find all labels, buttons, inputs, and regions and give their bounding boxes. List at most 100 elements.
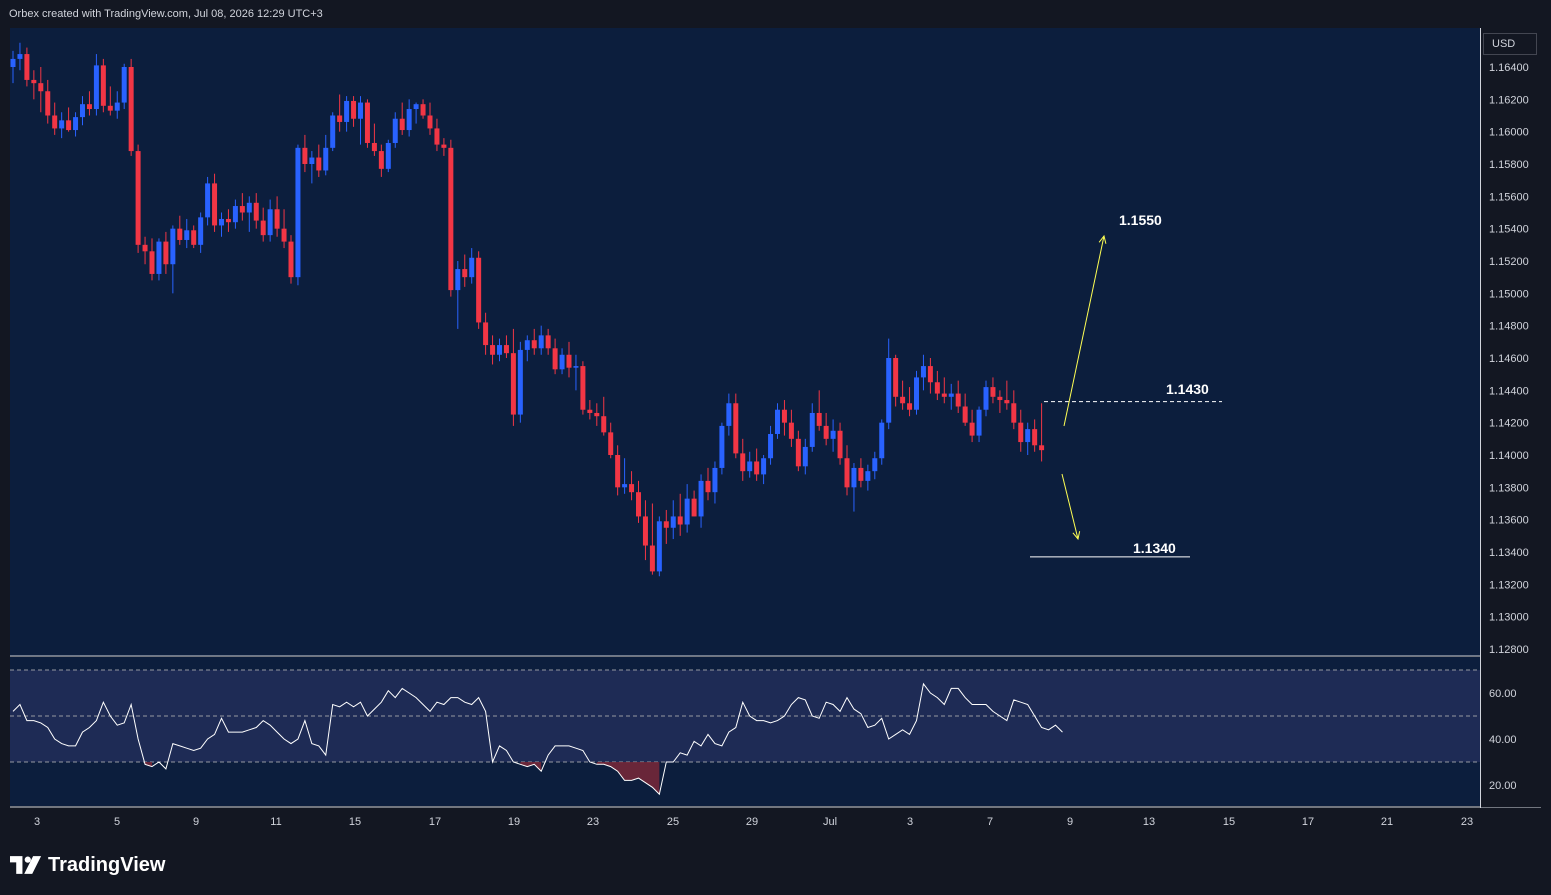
time-axis[interactable] [10, 808, 1541, 835]
currency-label[interactable]: USD [1483, 33, 1537, 55]
price-axis-labels: 1.16400 1.16200 1.16000 1.15800 1.15600 1.154… [1489, 62, 1529, 656]
candle-up [809, 412, 815, 447]
candle-up [59, 120, 65, 129]
candle-down [52, 115, 58, 129]
rsi-oversold-area [596, 762, 660, 795]
rsi-tick-label: 40.00 [1489, 734, 1517, 746]
candle-up [726, 403, 732, 426]
candle-up [392, 118, 398, 143]
price-axis[interactable] [1481, 28, 1541, 807]
time-axis-labels: 3 5 9 11 15 17 19 23 25 29 Jul 3 7 9 13 15 17 21 23 [34, 816, 1473, 828]
time-tick-label: 23 [587, 816, 599, 828]
candle-down [462, 269, 468, 278]
candle-up [469, 257, 475, 278]
candle-down [420, 104, 426, 116]
resistance-label: 1.1430 [1166, 381, 1209, 397]
candle-up [246, 202, 252, 213]
candle-down [378, 151, 384, 169]
candle-up [622, 484, 628, 488]
candle-down [364, 102, 370, 143]
time-tick-label: 9 [193, 816, 199, 828]
rsi-levels [10, 669, 1480, 763]
candle-down [483, 322, 489, 346]
candle-up [93, 65, 99, 110]
candle-down [990, 387, 996, 397]
price-tick-label: 1.14200 [1489, 418, 1529, 430]
candle-down [795, 438, 801, 467]
candle-down [691, 498, 697, 517]
candle-down [1011, 403, 1017, 423]
candle-up [517, 349, 523, 415]
candle-down [927, 366, 933, 383]
candle-up [156, 241, 162, 274]
tradingview-brand[interactable]: TradingView [10, 852, 165, 878]
candle-down [149, 251, 155, 274]
price-tick-label: 1.13400 [1489, 547, 1529, 559]
candle-down [260, 220, 266, 236]
candle-up [802, 446, 808, 467]
candle-down [66, 120, 72, 131]
tradingview-logo-icon [10, 856, 42, 874]
candle-down [239, 206, 245, 213]
candle-down [587, 409, 593, 413]
candle-down [844, 458, 850, 488]
candle-down [177, 228, 183, 240]
candle-down [788, 422, 794, 439]
candle-up [295, 147, 301, 278]
candle-up [524, 340, 530, 350]
candle-down [733, 403, 739, 454]
price-tick-label: 1.14400 [1489, 385, 1529, 397]
rsi-series [12, 682, 1063, 796]
candle-up [121, 67, 127, 103]
candle-down [580, 366, 586, 410]
candle-down [503, 345, 509, 354]
candle-up [865, 471, 871, 481]
candle-up [323, 147, 329, 171]
candle-up [879, 422, 885, 459]
candle-down [351, 100, 357, 119]
candle-down [629, 484, 635, 493]
candle-down [608, 432, 614, 455]
candle-up [170, 228, 176, 265]
price-tick-label: 1.14000 [1489, 450, 1529, 462]
candle-down [969, 422, 975, 436]
arrow-down-head [1072, 531, 1081, 541]
candle-down [837, 430, 843, 459]
candle-up [309, 157, 315, 164]
candle-down [955, 393, 961, 407]
candle-up [114, 102, 120, 111]
candle-down [823, 425, 829, 439]
candle-up [684, 498, 690, 525]
candle-down [1039, 445, 1045, 451]
candle-up [768, 433, 774, 459]
candle-down [900, 396, 906, 404]
time-tick-label: 3 [34, 816, 40, 828]
arrow-up[interactable] [1063, 235, 1105, 427]
candle-up [205, 183, 211, 218]
candle-up [232, 206, 238, 223]
candle-down [552, 348, 558, 370]
candle-down [448, 147, 454, 291]
candle-down [316, 157, 322, 171]
candle-down [100, 65, 106, 106]
time-tick-label: 17 [429, 816, 441, 828]
time-tick-label: Jul [823, 816, 837, 828]
candle-down [163, 241, 169, 265]
candle-down [1004, 400, 1010, 404]
price-pane[interactable] [10, 28, 1480, 656]
time-tick-label: 21 [1381, 816, 1393, 828]
price-tick-label: 1.15400 [1489, 224, 1529, 236]
brand-name: TradingView [48, 853, 166, 876]
candle-down [135, 151, 141, 245]
candle-up [80, 104, 85, 118]
candle-down [858, 467, 864, 481]
price-tick-label: 1.13800 [1489, 482, 1529, 494]
candle-up [344, 100, 350, 122]
candle-up [712, 467, 718, 493]
rsi-tick-label: 20.00 [1489, 780, 1517, 792]
arrow-down[interactable] [1061, 473, 1079, 540]
candle-down [934, 382, 940, 394]
candle-up [17, 54, 23, 59]
candle-down [191, 230, 197, 245]
